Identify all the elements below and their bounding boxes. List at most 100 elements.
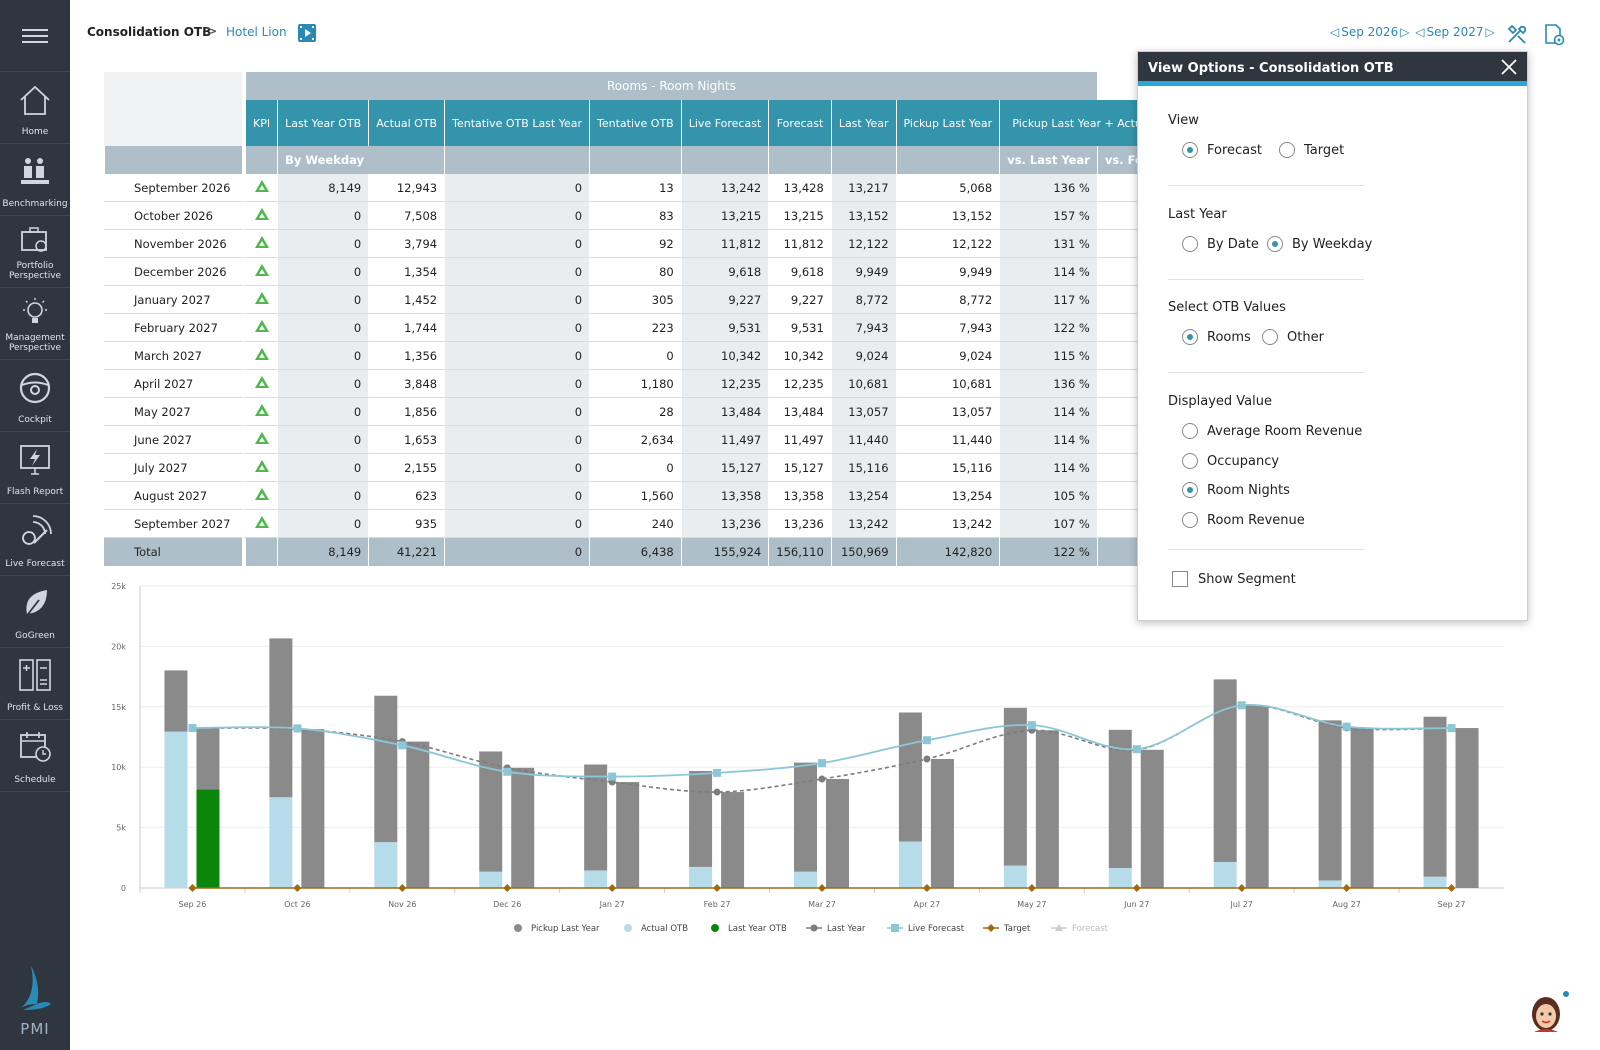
tools-icon[interactable] — [1506, 23, 1528, 45]
kpi-indicator — [242, 398, 278, 426]
column-header-forecast[interactable]: Forecast — [768, 100, 831, 146]
x-tick-label: Nov 26 — [388, 900, 416, 909]
radio-average-room-revenue[interactable]: Average Room Revenue — [1182, 423, 1362, 439]
row-month-label[interactable]: September 2026 — [104, 174, 242, 202]
radio-view-target[interactable]: Target — [1279, 142, 1344, 158]
radio-button[interactable] — [1279, 142, 1295, 158]
radio-button-selected[interactable] — [1182, 142, 1198, 158]
breadcrumb-hotel[interactable]: Hotel Lion — [226, 25, 287, 39]
radio-button[interactable] — [1182, 453, 1198, 469]
column-header-last-year-otb[interactable]: Last Year OTB — [277, 100, 369, 146]
row-month-label[interactable]: November 2026 — [104, 230, 242, 258]
radio-button[interactable] — [1182, 512, 1198, 528]
sidebar-item-home[interactable]: Home — [0, 72, 70, 144]
row-month-label[interactable]: April 2027 — [104, 370, 242, 398]
point-live-forecast — [1237, 701, 1246, 710]
column-header-actual-otb[interactable]: Actual OTB — [368, 100, 445, 146]
row-month-label[interactable]: June 2027 — [104, 426, 242, 454]
close-icon[interactable] — [1500, 58, 1518, 76]
radio-button-selected[interactable] — [1182, 482, 1198, 498]
column-header-tentative-otb-last-year[interactable]: Tentative OTB Last Year — [444, 100, 590, 146]
date-to-prev-icon[interactable]: ◁ — [1415, 25, 1425, 39]
table-cell: 0 — [444, 258, 590, 286]
date-from-prev-icon[interactable]: ◁ — [1330, 25, 1340, 39]
column-header-last-year[interactable]: Last Year — [830, 100, 896, 146]
bar-pickup-last-year — [616, 782, 640, 888]
sidebar-item-gogreen[interactable]: GoGreen — [0, 576, 70, 648]
table-cell: 7,943 — [895, 314, 1000, 342]
radio-room-nights[interactable]: Room Nights — [1182, 482, 1290, 498]
steering-wheel-icon — [19, 372, 51, 404]
sidebar-item-live-forecast[interactable]: Live Forecast — [0, 504, 70, 576]
sidebar-item-flash-report[interactable]: Flash Report — [0, 432, 70, 504]
y-tick-label: 0 — [121, 884, 126, 893]
video-icon[interactable] — [298, 24, 316, 42]
sidebar-item-management-perspective[interactable]: Management Perspective — [0, 288, 70, 360]
row-month-label[interactable]: February 2027 — [104, 314, 242, 342]
legend-label[interactable]: Live Forecast — [908, 924, 965, 934]
radio-button[interactable] — [1182, 423, 1198, 439]
legend-label[interactable]: Last Year — [827, 924, 866, 934]
date-from-next-icon[interactable]: ▷ — [1400, 25, 1410, 39]
column-header-kpi[interactable]: KPI — [242, 100, 278, 146]
bar-pickup-last-year — [1035, 730, 1059, 888]
column-header-pickup-last-year[interactable]: Pickup Last Year — [895, 100, 1000, 146]
report-settings-icon[interactable] — [1543, 23, 1565, 47]
date-from[interactable]: Sep 2026 — [1341, 25, 1399, 39]
row-month-label[interactable]: May 2027 — [104, 398, 242, 426]
column-header-live-forecast[interactable]: Live Forecast — [680, 100, 769, 146]
radio-button[interactable] — [1262, 329, 1278, 345]
table-cell: 0 — [444, 426, 590, 454]
row-month-label[interactable]: July 2027 — [104, 454, 242, 482]
radio-otb-rooms[interactable]: Rooms — [1182, 329, 1251, 345]
hamburger-menu-button[interactable] — [0, 0, 70, 72]
legend-label[interactable]: Forecast — [1072, 924, 1109, 934]
radio-label: Room Revenue — [1207, 512, 1305, 528]
table-cell: 12,943 — [368, 174, 445, 202]
sidebar-item-cockpit[interactable]: Cockpit — [0, 360, 70, 432]
total-kpi-cell — [242, 538, 278, 566]
point-target — [503, 884, 512, 892]
bar-pickup-last-year — [511, 767, 535, 888]
table-cell: 5,068 — [895, 174, 1000, 202]
row-month-label[interactable]: August 2027 — [104, 482, 242, 510]
sidebar-item-portfolio-perspective[interactable]: Portfolio Perspective — [0, 216, 70, 288]
table-corner — [104, 72, 242, 146]
date-range-navigator: ◁ Sep 2026 ▷ ◁ Sep 2027 ▷ — [1330, 25, 1497, 39]
y-tick-label: 25k — [111, 582, 126, 591]
row-month-label[interactable]: October 2026 — [104, 202, 242, 230]
assistant-avatar-icon[interactable] — [1528, 988, 1572, 1036]
row-month-label[interactable]: January 2027 — [104, 286, 242, 314]
radio-last-year-by-date[interactable]: By Date — [1182, 236, 1259, 252]
legend-label[interactable]: Last Year OTB — [728, 924, 787, 934]
legend-label[interactable]: Actual OTB — [641, 924, 688, 934]
radio-last-year-by-weekday[interactable]: By Weekday — [1267, 236, 1372, 252]
row-month-label[interactable]: March 2027 — [104, 342, 242, 370]
legend-label[interactable]: Pickup Last Year — [531, 924, 600, 934]
row-month-label[interactable]: September 2027 — [104, 510, 242, 538]
table-cell: 0 — [444, 370, 590, 398]
sidebar-item-schedule[interactable]: Schedule — [0, 720, 70, 792]
radio-button-selected[interactable] — [1267, 236, 1283, 252]
radio-otb-other[interactable]: Other — [1262, 329, 1324, 345]
x-tick-label: Jan 27 — [599, 900, 625, 909]
radio-button[interactable] — [1182, 236, 1198, 252]
table-row: April 2027 0 3,848 0 1,180 12,235 12,235 10,681… — [104, 370, 1191, 398]
column-header-tentative-otb[interactable]: Tentative OTB — [589, 100, 681, 146]
breadcrumb-report[interactable]: Consolidation OTB — [87, 25, 212, 39]
radio-view-forecast[interactable]: Forecast — [1182, 142, 1262, 158]
legend-label[interactable]: Target — [1003, 924, 1031, 934]
radio-button-selected[interactable] — [1182, 329, 1198, 345]
checkbox[interactable] — [1172, 571, 1188, 587]
sidebar-item-profit-loss[interactable]: Profit & Loss — [0, 648, 70, 720]
kpi-up-triangle-icon — [254, 516, 269, 528]
show-segment-checkbox[interactable]: Show Segment — [1172, 571, 1296, 587]
date-to-next-icon[interactable]: ▷ — [1485, 25, 1495, 39]
radio-occupancy[interactable]: Occupancy — [1182, 453, 1279, 469]
sidebar-item-benchmarking[interactable]: Benchmarking — [0, 144, 70, 216]
live-forecast-icon — [22, 515, 52, 545]
row-month-label[interactable]: December 2026 — [104, 258, 242, 286]
y-tick-label: 15k — [111, 703, 126, 712]
radio-room-revenue[interactable]: Room Revenue — [1182, 512, 1305, 528]
date-to[interactable]: Sep 2027 — [1426, 25, 1484, 39]
